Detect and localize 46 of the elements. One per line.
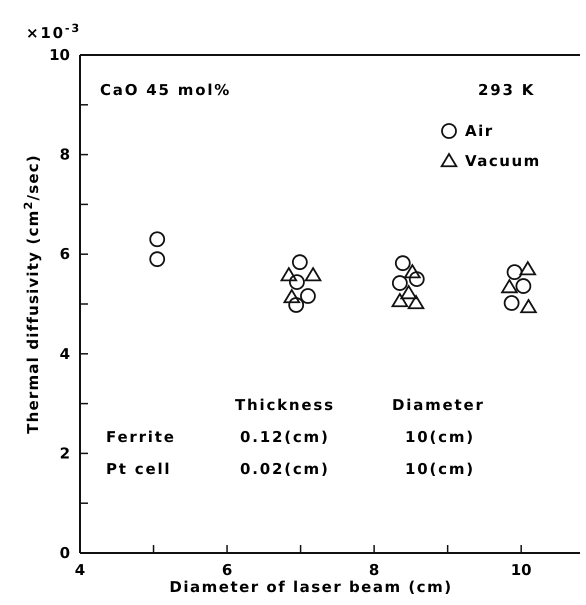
legend-label: Vacuum <box>465 152 541 170</box>
point <box>284 289 300 304</box>
point <box>520 299 537 314</box>
y-tick-label: 4 <box>60 344 70 363</box>
y-tick-label: 2 <box>60 444 70 462</box>
annotation: 10(cm) <box>405 460 475 478</box>
x-tick-label: 6 <box>222 561 232 579</box>
x-tick-label: 4 <box>74 561 86 579</box>
y-tick-label: 10 <box>49 46 70 64</box>
y-tick-label: 8 <box>60 146 70 164</box>
annotation: Pt cell <box>106 460 172 478</box>
annotation: CaO 45 mol% <box>100 81 232 99</box>
point <box>300 288 316 304</box>
annotation: 293 K <box>478 81 536 99</box>
point <box>289 274 305 290</box>
annotation: 0.02(cm) <box>240 460 330 478</box>
point <box>408 295 424 310</box>
point <box>292 254 308 270</box>
point <box>280 267 298 282</box>
point <box>392 275 408 291</box>
annotation: 10(cm) <box>405 428 475 446</box>
point <box>392 293 408 308</box>
point <box>520 261 536 276</box>
point <box>304 267 322 282</box>
point <box>400 285 417 300</box>
point <box>288 297 304 313</box>
point <box>149 251 166 268</box>
y-tick-label: 0 <box>60 544 70 562</box>
text: ×10$^{-3}$ <box>26 22 81 42</box>
annotation: Diameter <box>392 396 485 414</box>
annotation: 0.12(cm) <box>240 428 330 446</box>
point <box>501 279 518 294</box>
annotation: Thickness <box>235 396 335 414</box>
legend-label: Air <box>465 122 494 140</box>
point <box>404 264 421 278</box>
point <box>504 295 520 311</box>
point <box>394 255 411 272</box>
point <box>515 278 532 294</box>
x-axis-title: Diameter of laser beam (cm) <box>169 578 453 596</box>
point <box>506 264 522 280</box>
point <box>408 271 425 287</box>
annotation: Ferrite <box>106 428 176 446</box>
y-tick-label: 6 <box>60 245 70 264</box>
x-tick-label: 8 <box>368 561 380 579</box>
x-tick-label: 10 <box>510 561 532 579</box>
point <box>149 231 166 248</box>
